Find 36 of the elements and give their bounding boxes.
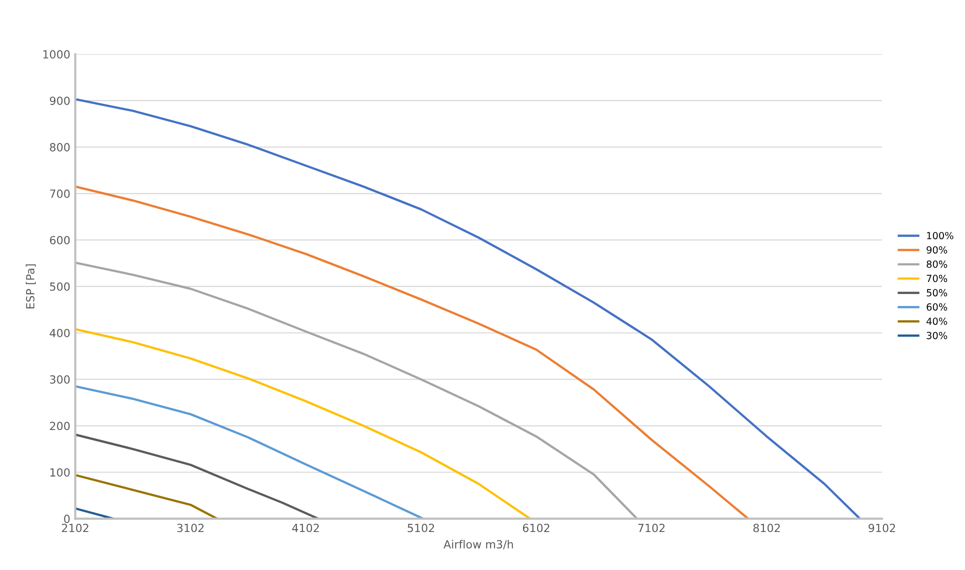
legend-label: 90% [926,246,948,254]
y-tick-label: 800 [50,143,70,152]
line-series [75,185,750,519]
x-tick-label: 2102 [62,524,88,532]
legend-label: 40% [926,318,948,325]
x-tick-label: 7102 [638,524,665,532]
x-tick-label: 4102 [292,524,319,532]
y-axis-title: ESP [Pa] [26,264,36,308]
line-series [75,98,861,519]
line-series [75,385,424,519]
y-tick-label: 400 [50,328,70,338]
x-tick-label: 6102 [522,524,550,532]
legend-label: 60% [926,303,948,311]
x-tick-label: 8102 [753,524,780,532]
y-tick-label: 200 [50,422,70,430]
y-tick-label: 600 [50,236,70,244]
y-tick-label: 300 [50,375,70,384]
x-tick-label: 3102 [177,524,204,532]
legend-label: 100% [927,232,954,240]
y-tick-label: 700 [50,189,70,198]
x-axis-title: Airflow m3/h [444,540,513,550]
legend-label: 70% [926,274,948,282]
y-tick-label: 1000 [43,50,70,59]
line-series [75,434,320,519]
x-tick-label: 5102 [408,524,434,532]
x-tick-label: 9102 [868,524,896,532]
legend-label: 80% [926,260,948,268]
y-tick-label: 900 [50,96,70,105]
line-series [75,262,638,519]
y-tick-label: 500 [50,282,70,291]
line-series [75,328,532,519]
y-tick-label: 100 [50,468,70,477]
line-series [75,474,218,519]
legend-label: 30% [926,332,948,340]
legend-label: 50% [926,289,948,296]
y-tick-label: 0 [64,514,70,524]
